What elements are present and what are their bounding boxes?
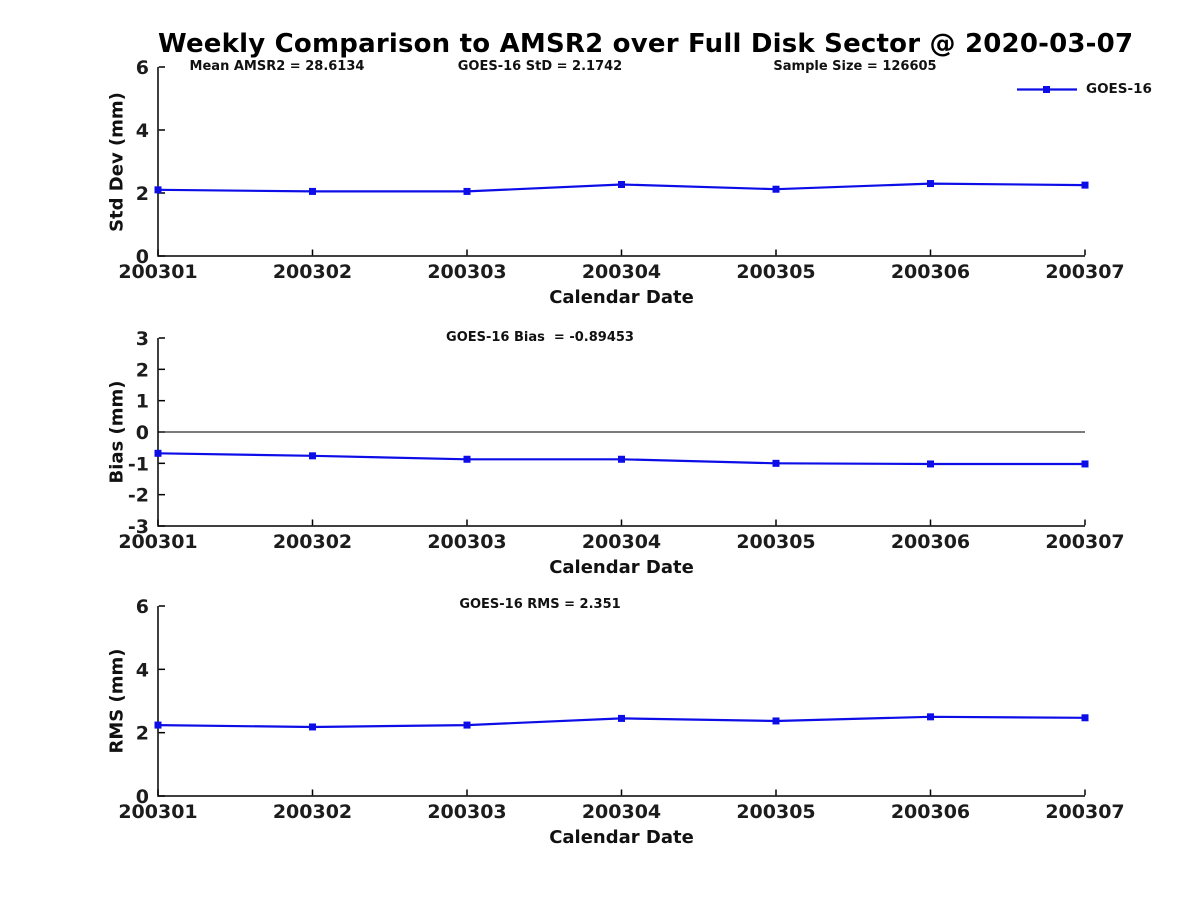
data-point-marker: [154, 721, 162, 729]
x-tick-label: 200301: [118, 531, 197, 553]
data-point-marker: [618, 180, 625, 188]
x-axis-label-rms: Calendar Date: [549, 827, 694, 848]
y-tick-label: 2: [136, 723, 149, 745]
x-tick-label: 200303: [427, 531, 506, 553]
x-tick-label: 200306: [891, 531, 970, 553]
x-tick-label: 200304: [582, 261, 661, 283]
data-point-marker: [927, 460, 934, 468]
x-tick-label: 200305: [736, 801, 815, 823]
data-point-marker: [463, 721, 471, 729]
data-point-marker: [927, 180, 934, 188]
legend-label: GOES-16: [1086, 81, 1152, 97]
annotation-sample-size: Sample Size = 126605: [773, 59, 937, 74]
data-point-marker: [154, 186, 162, 194]
data-point-marker: [772, 459, 780, 467]
y-tick-label: 1: [136, 391, 149, 413]
y-tick-label: -2: [128, 485, 149, 507]
data-point-marker: [618, 455, 625, 463]
x-axis-label-stddev: Calendar Date: [549, 287, 694, 308]
y-tick-label: 6: [136, 57, 149, 79]
legend-line-icon: [1017, 85, 1077, 93]
figure-title: Weekly Comparison to AMSR2 over Full Dis…: [158, 29, 1134, 59]
data-point-marker: [463, 187, 471, 195]
data-point-marker: [1081, 460, 1089, 468]
annotation-mean-amsr2: Mean AMSR2 = 28.6134: [189, 59, 365, 74]
x-tick-label: 200302: [273, 801, 352, 823]
x-tick-label: 200301: [118, 801, 197, 823]
x-tick-label: 200307: [1045, 531, 1124, 553]
y-tick-label: 2: [136, 359, 149, 381]
x-tick-label: 200304: [582, 531, 661, 553]
legend: GOES-16: [1016, 81, 1152, 97]
x-tick-label: 200303: [427, 801, 506, 823]
x-tick-label: 200306: [891, 261, 970, 283]
data-point-marker: [927, 713, 934, 721]
annotation-goes16-bias: GOES-16 Bias = -0.89453: [446, 330, 634, 345]
data-point-marker: [618, 714, 625, 722]
data-point-marker: [463, 455, 471, 463]
x-axis-label-bias: Calendar Date: [549, 557, 694, 578]
y-tick-label: 4: [136, 659, 149, 681]
stddev-plot-area: 0 2 4 6 200301 200302 200303 200304 200305 200306…: [118, 57, 1124, 283]
data-point-marker: [772, 717, 780, 725]
y-tick-label: 0: [136, 422, 149, 444]
data-point-marker: [154, 449, 162, 457]
x-tick-label: 200307: [1045, 801, 1124, 823]
y-tick-label: 6: [136, 596, 149, 618]
legend-marker-sample: [1043, 85, 1050, 93]
data-point-marker: [309, 723, 316, 731]
data-point-marker: [772, 185, 780, 193]
x-tick-label: 200305: [736, 531, 815, 553]
annotation-goes16-rms: GOES-16 RMS = 2.351: [459, 597, 621, 612]
data-point-marker: [309, 187, 316, 195]
y-tick-label: -1: [128, 453, 149, 475]
data-point-marker: [1081, 714, 1089, 722]
x-tick-label: 200307: [1045, 261, 1124, 283]
y-tick-label: 4: [136, 120, 149, 142]
y-tick-label: -3: [128, 516, 149, 538]
x-tick-label: 200303: [427, 261, 506, 283]
x-tick-label: 200305: [736, 261, 815, 283]
data-point-marker: [1081, 181, 1089, 189]
y-tick-label: 3: [136, 328, 149, 350]
y-tick-label: 2: [136, 183, 149, 205]
rms-plot-area: 0 2 4 6 200301 200302 200303 200304 200305 200306…: [118, 596, 1124, 823]
x-tick-label: 200302: [273, 531, 352, 553]
x-tick-label: 200301: [118, 261, 197, 283]
y-tick-label: 0: [136, 246, 149, 268]
x-tick-label: 200306: [891, 801, 970, 823]
data-point-marker: [309, 452, 316, 460]
x-tick-label: 200302: [273, 261, 352, 283]
y-tick-label: 0: [136, 786, 149, 808]
x-tick-label: 200304: [582, 801, 661, 823]
annotation-goes16-std: GOES-16 StD = 2.1742: [457, 59, 623, 74]
